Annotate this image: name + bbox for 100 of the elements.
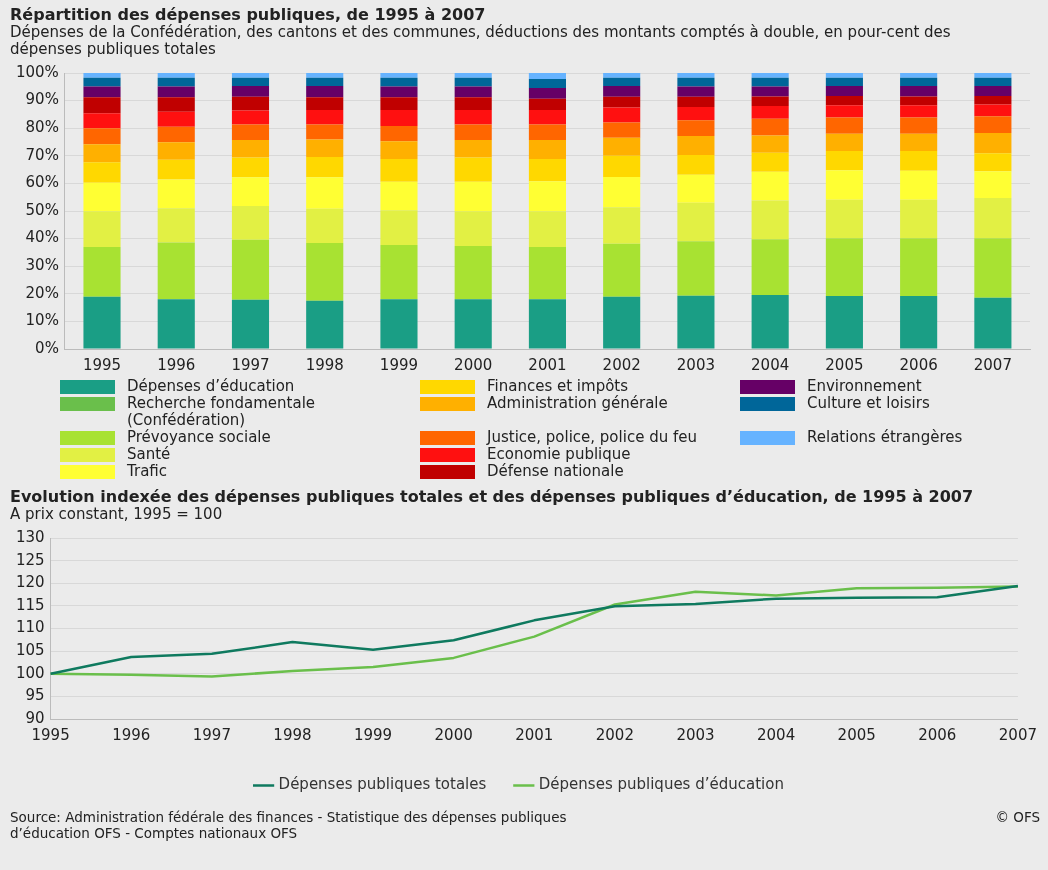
bar [380,73,418,78]
bar [454,181,492,212]
bar [603,243,641,297]
y-tick-label: 10% [25,311,59,330]
x-tick-label: 2006 [918,725,957,744]
bar [83,128,121,145]
legend-label: Economie publique [487,445,632,463]
y-tick-label: 105 [15,641,45,660]
y-tick-label: 100 [15,663,45,682]
bar [157,77,195,87]
bar [900,151,938,171]
x-tick-label: 2003 [676,725,715,744]
bar [528,211,566,247]
bar [603,207,641,244]
x-tick-label: 2007 [998,725,1038,744]
bar [306,109,344,125]
bar [825,133,863,152]
bar [825,77,863,86]
x-tick-label: 1997 [192,725,231,744]
x-tick-label: 1995 [82,355,122,374]
bar [900,170,938,200]
bar [603,96,641,108]
bar [231,124,270,141]
bar [900,117,938,134]
bar [603,296,641,349]
bar [603,122,641,138]
y-tick-label: 20% [25,283,59,302]
bar [83,113,121,129]
chart-subtitle: A prix constant, 1995 = 100 [10,505,224,523]
bar [751,294,789,349]
bar [974,171,1012,199]
bar [306,177,344,209]
bar [231,157,270,178]
bar [900,105,938,118]
bar [83,296,121,349]
bar [751,73,789,78]
bar [528,159,566,182]
bar [974,198,1012,239]
y-tick-label: 115 [15,595,45,614]
bar [677,295,715,349]
bar [751,152,789,172]
bar [83,211,121,247]
x-tick-label: 2004 [751,355,790,374]
bar [603,77,641,86]
bar [306,208,344,244]
bar [974,77,1012,86]
bar [380,299,418,349]
bar [528,87,566,99]
chart-title: Evolution indexée des dépenses publiques totales et des dépenses publiques d’éducation, de 1995 à 2007 [10,487,975,506]
bar [306,156,344,178]
bar [751,171,789,201]
legend-label: Relations étrangères [807,428,964,446]
bar [454,97,492,110]
bar [974,73,1012,78]
bar [83,182,121,212]
bar [157,299,195,349]
bar [528,73,566,80]
bar [900,77,938,86]
bar [677,154,715,175]
bar [825,105,863,118]
bar [306,85,344,98]
bar [231,140,270,158]
bar [900,296,938,349]
bar [454,109,492,125]
bar [231,206,270,240]
bar [454,86,492,98]
bar [677,135,715,155]
bar [528,299,566,349]
x-tick-label: 1998 [305,355,344,374]
bar [380,181,418,211]
bar [83,162,121,183]
legend-label: Justice, police, police du feu [487,428,698,446]
bar [974,238,1012,298]
bar [751,96,789,107]
bar [157,86,195,98]
source-note: Source: Administration fédérale des finances - Statistique des dépenses publiques d’éducation OFS - Comptes nationaux OFS [10,809,568,841]
bar [83,97,121,114]
y-tick-label: 130 [15,527,45,546]
x-tick-label: 2005 [837,725,876,744]
bar [157,208,195,243]
bar [528,124,566,141]
bar [974,95,1012,105]
bar [677,86,715,97]
x-tick-label: 1998 [273,725,312,744]
bar [825,117,863,134]
bar [900,199,938,239]
y-tick-label: 50% [25,200,59,219]
bar [825,199,863,239]
bar [380,159,418,182]
bar [454,246,492,300]
legend-label: Santé [127,445,171,463]
bar [974,132,1012,154]
bar [380,244,418,300]
bar [677,77,715,87]
bar [454,73,492,78]
legend-label: Dépenses publiques totales [278,775,487,794]
y-tick-label: 70% [25,145,59,164]
bar [900,73,938,78]
bar [751,200,789,240]
x-tick-label: 2007 [973,355,1012,374]
